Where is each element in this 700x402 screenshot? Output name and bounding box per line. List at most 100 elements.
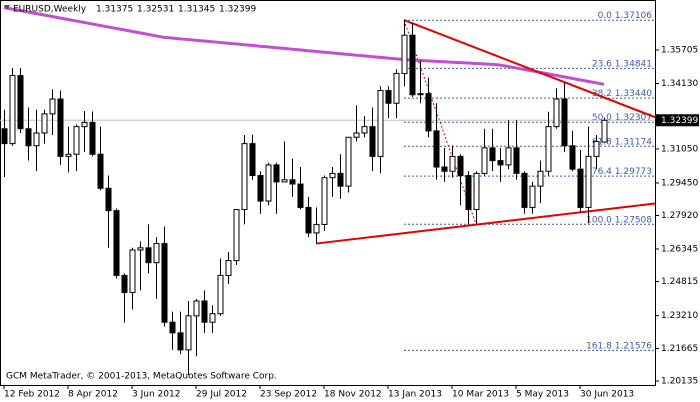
candle-body (329, 172, 336, 179)
candle-body (1, 128, 8, 145)
candle-body (145, 247, 152, 264)
fib-price: 1.21576 (615, 341, 652, 351)
candle-body (321, 177, 328, 225)
fib-ratio: 0.0 (598, 11, 613, 21)
x-tick-label: 29 Jul 2012 (196, 390, 247, 400)
candle-body (305, 206, 312, 234)
x-tick-label: 12 Feb 2012 (4, 390, 60, 400)
candle-body (409, 34, 416, 96)
x-tick-label: 3 Jun 2012 (132, 390, 180, 400)
candle-body (193, 300, 200, 317)
candle-body (601, 119, 608, 143)
candle-body (529, 185, 536, 208)
candle-body (433, 130, 440, 168)
candle-body (161, 243, 168, 323)
candle-body (345, 136, 352, 187)
fib-ratio: 100.0 (586, 215, 612, 225)
fib-price: 1.33440 (615, 89, 652, 99)
candle-body (561, 98, 568, 147)
candle-body (81, 121, 88, 128)
candle-body (17, 75, 24, 130)
fib-diagonal (403, 20, 477, 225)
candle-body (9, 75, 16, 145)
candle-body (497, 160, 504, 166)
candle-body (225, 260, 232, 276)
y-tick-label: 1.27920 (661, 211, 698, 221)
fib-ratio: 50.0 (592, 113, 612, 123)
fib-price: 1.31174 (615, 137, 652, 147)
candle-body (49, 98, 56, 115)
price-label: 1.32399 (661, 116, 698, 126)
x-tick-label: 13 Jan 2013 (388, 390, 442, 400)
ohlc-close: 1.32399 (219, 5, 256, 15)
candle-body (73, 126, 80, 155)
ohlc-open: 1.31375 (96, 5, 133, 15)
candle-body (121, 274, 128, 293)
price-label-bg (656, 114, 699, 127)
candle-body (233, 209, 240, 262)
candle-body (65, 153, 72, 157)
candle-body (89, 121, 96, 155)
candle-body (337, 172, 344, 187)
candle-body (57, 98, 64, 157)
fib-label: 100.0 1.27508 (586, 215, 652, 225)
candle-body (273, 164, 280, 183)
candle-body (169, 321, 176, 334)
y-tick-label: 1.34130 (661, 79, 698, 89)
candle-body (353, 132, 360, 138)
candle-body (241, 143, 248, 211)
x-tick-label: 8 Apr 2012 (68, 390, 118, 400)
candle-body (393, 72, 400, 104)
trendline (403, 19, 656, 119)
candle-body (185, 315, 192, 351)
candles (1, 20, 608, 375)
candle-body (201, 300, 208, 323)
chart-title: EURUSD,Weekly (13, 5, 87, 15)
fib-label: 76.4 1.29773 (592, 167, 652, 177)
candle-body (113, 210, 120, 276)
candle-body (377, 89, 384, 157)
candle-body (297, 183, 304, 208)
y-tick-label: 1.20135 (661, 377, 698, 387)
x-tick-label: 23 Sep 2012 (260, 390, 317, 400)
candle-body (537, 170, 544, 187)
candle-body (137, 247, 144, 251)
candle-body (505, 147, 512, 166)
candle-body (25, 128, 32, 147)
plot-frame (0, 0, 656, 386)
objects: 0.0 1.37106 23.6 1.34841 38.2 1.33440 50.0 … (0, 6, 656, 351)
y-tick-label: 1.26345 (661, 244, 698, 254)
candle-body (257, 175, 264, 202)
candle-body (401, 34, 408, 74)
candle-body (281, 179, 288, 183)
x-tick-label: 10 Mar 2013 (452, 390, 509, 400)
x-tick-label: 5 May 2013 (516, 390, 569, 400)
fib-price: 1.34841 (615, 59, 652, 69)
candle-body (289, 179, 296, 185)
candle-body (265, 164, 272, 202)
candle-body (457, 155, 464, 177)
candle-body (489, 147, 496, 162)
fib-label: 50.0 1.32307 (592, 113, 652, 123)
fib-label: 161.8 1.21576 (586, 341, 652, 351)
candle-body (313, 223, 320, 234)
candle-body (217, 274, 224, 315)
fib-price: 1.32307 (615, 113, 652, 123)
candle-body (417, 93, 424, 96)
fib-label: 23.6 1.34841 (592, 59, 652, 69)
candle-body (361, 126, 368, 134)
moving-average (3, 6, 605, 86)
candle-body (385, 89, 392, 104)
y-tick-label: 1.31050 (661, 144, 698, 154)
x-tick-label: 30 Jun 2013 (580, 390, 634, 400)
y-tick-label: 1.24815 (661, 277, 698, 287)
fib-price: 1.37106 (615, 11, 652, 21)
y-tick-label: 1.21665 (661, 344, 698, 354)
candle-body (425, 93, 432, 132)
ohlc-high: 1.32531 (137, 5, 174, 15)
x-tick-label: 18 Nov 2012 (324, 390, 382, 400)
fib-label: 0.0 1.37106 (598, 11, 653, 21)
symbol-icon (4, 5, 10, 10)
fib-ratio: 161.8 (586, 341, 612, 351)
